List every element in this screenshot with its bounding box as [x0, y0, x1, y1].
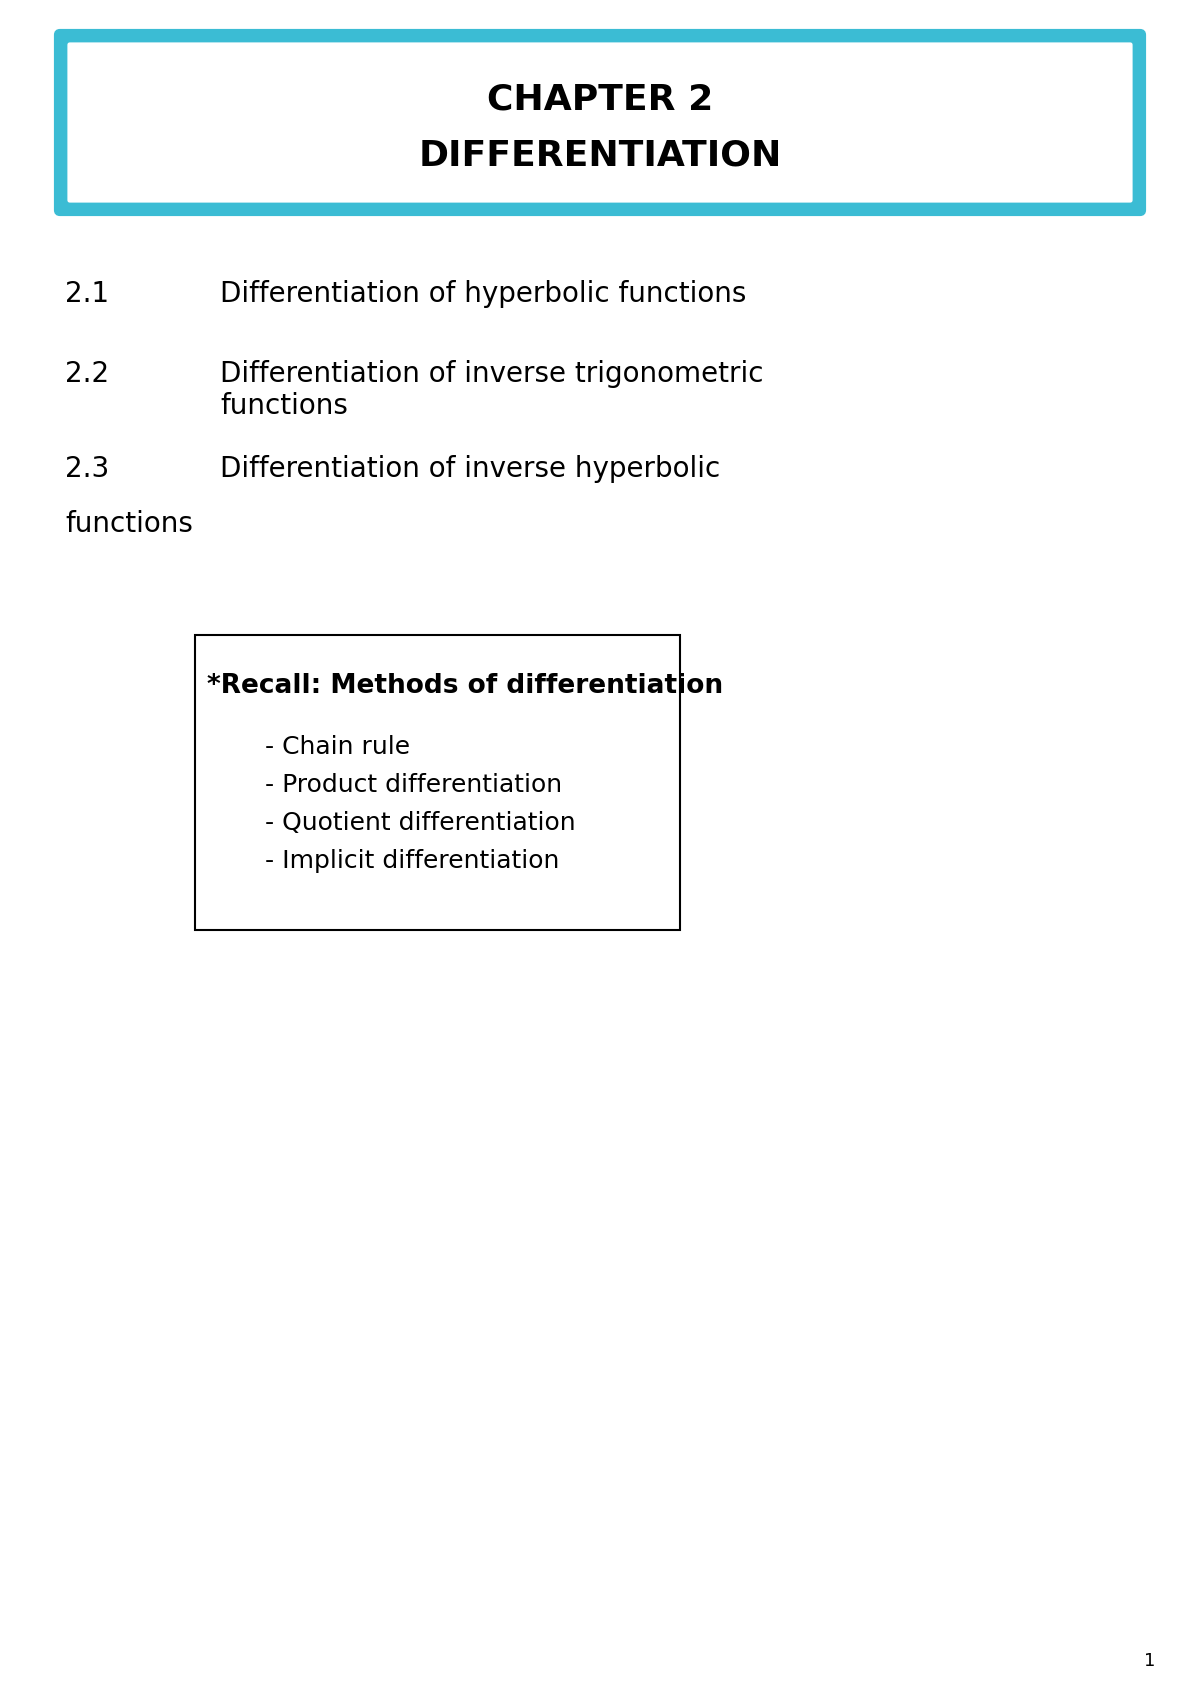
Text: 2.3: 2.3 [65, 455, 109, 484]
Text: functions: functions [220, 392, 348, 419]
Text: DIFFERENTIATION: DIFFERENTIATION [419, 137, 781, 171]
Text: CHAPTER 2: CHAPTER 2 [487, 83, 713, 117]
Text: functions: functions [65, 511, 193, 538]
Text: *Recall: Methods of differentiation: *Recall: Methods of differentiation [208, 674, 724, 699]
Text: - Product differentiation: - Product differentiation [265, 774, 562, 798]
Text: - Chain rule: - Chain rule [265, 735, 410, 759]
Text: Differentiation of hyperbolic functions: Differentiation of hyperbolic functions [220, 280, 746, 307]
Text: 1: 1 [1144, 1651, 1154, 1670]
Text: - Implicit differentiation: - Implicit differentiation [265, 848, 559, 872]
FancyBboxPatch shape [66, 41, 1134, 204]
Text: - Quotient differentiation: - Quotient differentiation [265, 811, 576, 835]
Text: 2.2: 2.2 [65, 360, 109, 389]
Text: 2.1: 2.1 [65, 280, 109, 307]
FancyBboxPatch shape [56, 31, 1144, 214]
FancyBboxPatch shape [194, 635, 680, 930]
Text: Differentiation of inverse trigonometric: Differentiation of inverse trigonometric [220, 360, 763, 389]
Text: Differentiation of inverse hyperbolic: Differentiation of inverse hyperbolic [220, 455, 720, 484]
